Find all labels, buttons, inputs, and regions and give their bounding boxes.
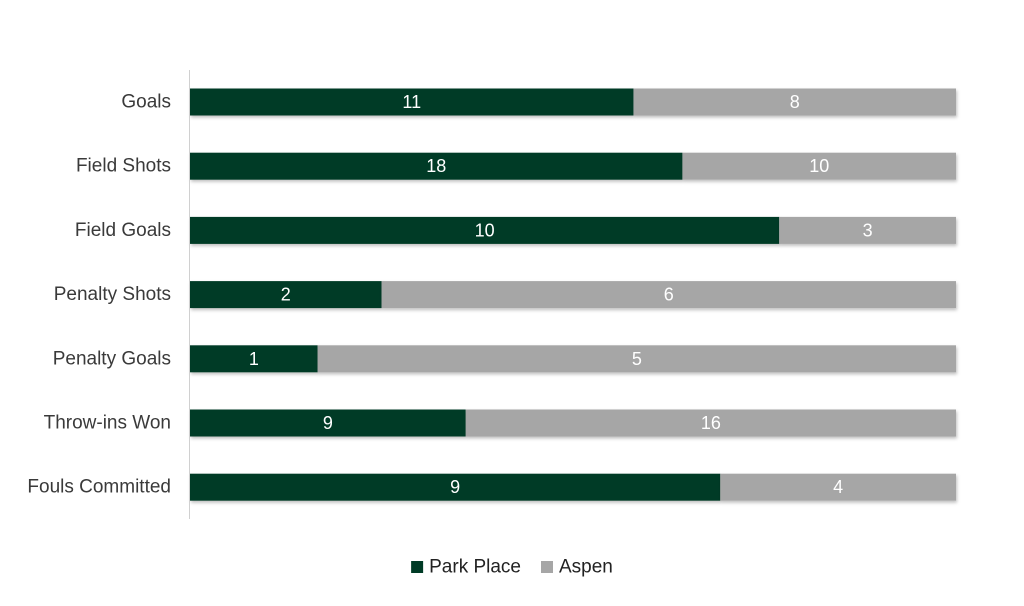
data-label-park-place-field-goals: 10 xyxy=(475,220,495,240)
legend-label-park-place: Park Place xyxy=(429,557,521,578)
bar-park-place-field-goals xyxy=(190,216,780,244)
bar-park-place-fouls-committed xyxy=(190,473,721,501)
bar-park-place-throw-ins-won xyxy=(190,409,466,437)
category-label-throw-ins-won: Throw-ins Won xyxy=(44,413,171,434)
legend-swatch-aspen xyxy=(541,561,553,573)
data-label-park-place-field-shots: 18 xyxy=(426,156,446,176)
data-labels: 11 8 18 10 10 3 2 6 1 5 9 16 9 4 xyxy=(249,92,873,497)
bar-park-place-penalty-shots xyxy=(190,281,382,309)
bar-park-place-field-shots xyxy=(190,152,683,180)
bar-park-place-goals xyxy=(190,88,634,116)
data-label-aspen-goals: 8 xyxy=(790,92,800,112)
category-label-fouls-committed: Fouls Committed xyxy=(27,477,171,498)
bar-aspen-goals xyxy=(633,88,956,116)
data-label-aspen-fouls-committed: 4 xyxy=(833,477,843,497)
data-label-park-place-fouls-committed: 9 xyxy=(450,477,460,497)
data-label-park-place-penalty-shots: 2 xyxy=(281,285,291,305)
data-label-park-place-penalty-goals: 1 xyxy=(249,349,259,369)
category-label-field-goals: Field Goals xyxy=(75,220,171,241)
data-label-aspen-field-goals: 3 xyxy=(863,220,873,240)
legend-swatch-park-place xyxy=(411,561,424,573)
data-label-aspen-penalty-shots: 6 xyxy=(664,285,674,305)
category-label-field-shots: Field Shots xyxy=(76,156,171,177)
bar-aspen-penalty-goals xyxy=(317,345,957,373)
data-label-aspen-penalty-goals: 5 xyxy=(632,349,642,369)
bar-aspen-throw-ins-won xyxy=(465,409,956,437)
category-label-penalty-goals: Penalty Goals xyxy=(53,348,171,369)
legend-label-aspen: Aspen xyxy=(559,557,613,578)
category-label-goals: Goals xyxy=(121,92,171,113)
bar-park-place-penalty-goals xyxy=(190,345,318,373)
bars-layer xyxy=(190,88,957,501)
data-label-park-place-goals: 11 xyxy=(402,92,421,112)
bar-aspen-field-goals xyxy=(779,216,956,244)
category-labels: Goals Field Shots Field Goals Penalty Shots… xyxy=(27,92,171,498)
bar-aspen-penalty-shots xyxy=(381,281,956,309)
data-label-aspen-field-shots: 10 xyxy=(809,156,829,176)
category-label-penalty-shots: Penalty Shots xyxy=(54,284,171,305)
bar-aspen-fouls-committed xyxy=(720,473,956,501)
data-label-aspen-throw-ins-won: 16 xyxy=(701,413,721,433)
legend: Park Place Aspen xyxy=(411,557,613,578)
data-label-park-place-throw-ins-won: 9 xyxy=(323,413,333,433)
bar-aspen-field-shots xyxy=(682,152,956,180)
